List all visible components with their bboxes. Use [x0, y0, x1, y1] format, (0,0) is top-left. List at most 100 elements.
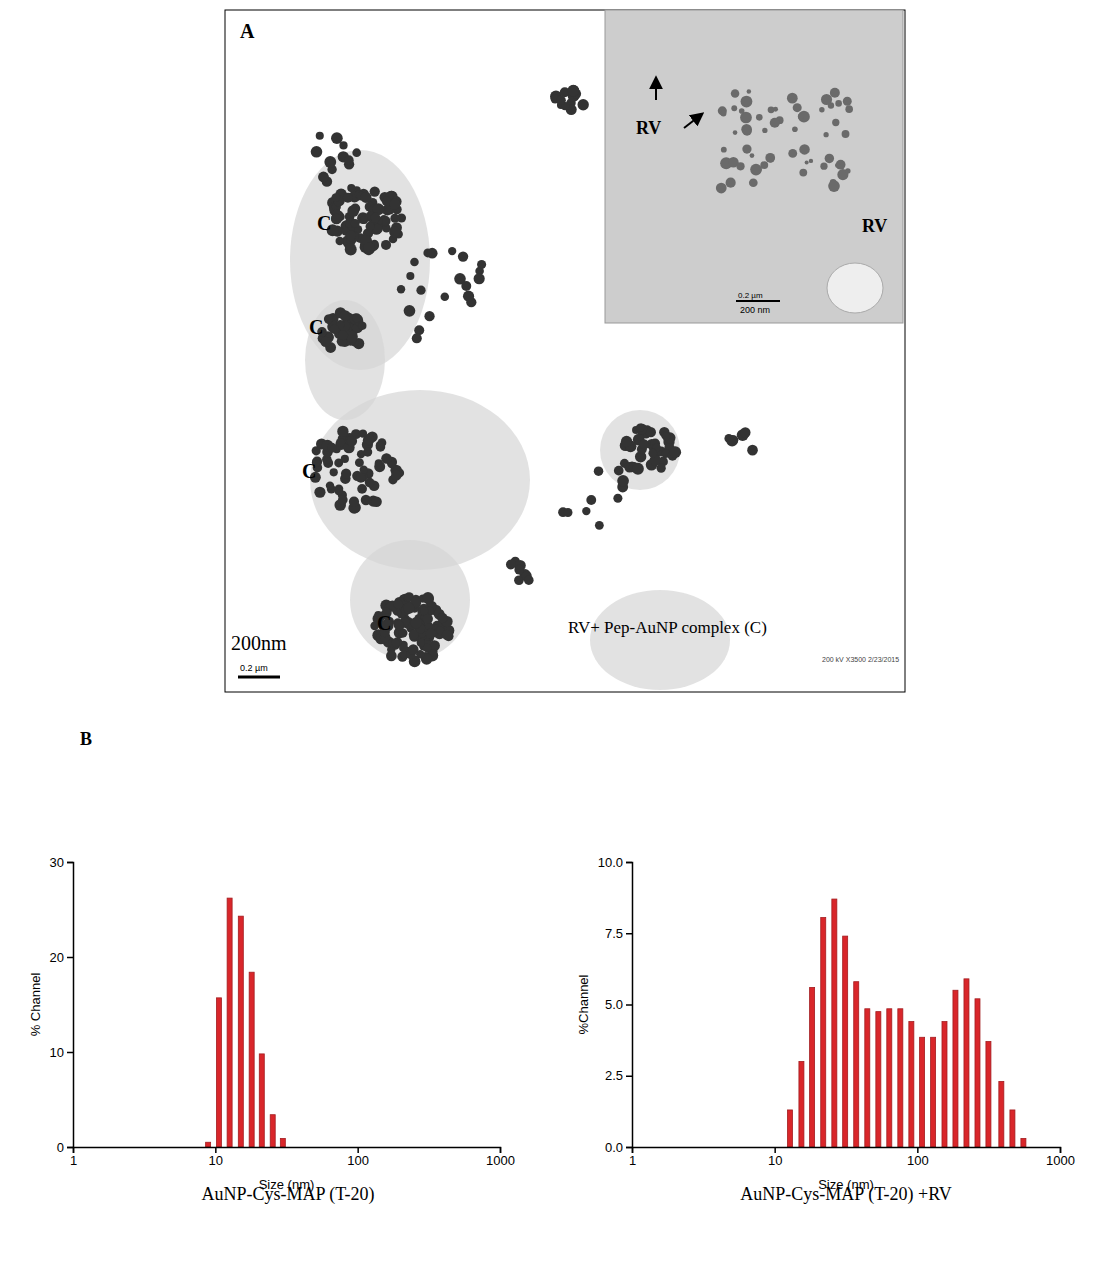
inset-speck — [843, 97, 852, 106]
nanoparticle — [416, 286, 425, 295]
nanoparticle — [423, 614, 433, 624]
tick-label: 10 — [768, 1153, 782, 1168]
tick-mark — [215, 1147, 217, 1153]
inset-speck — [770, 118, 780, 128]
bar — [975, 999, 980, 1147]
nanoparticle — [438, 613, 448, 623]
axis-line — [67, 863, 74, 1148]
nanoparticle — [358, 322, 366, 330]
inset-speck — [742, 126, 752, 136]
tick-label: 1 — [70, 1153, 77, 1168]
nanoparticle — [726, 435, 738, 447]
chart: 11010010000102030Size (nm)% ChannelAuNP-… — [28, 855, 515, 1205]
nanoparticle — [670, 446, 682, 458]
tick: 1000 — [1046, 1147, 1075, 1168]
tick-label: 10 — [209, 1153, 223, 1168]
inset-frame — [605, 10, 903, 323]
tick-label: 100 — [907, 1153, 929, 1168]
micrograph-footer: 200 kV X3500 2/23/2015 — [822, 656, 899, 663]
inset-speck — [842, 130, 850, 138]
inset-speck — [731, 89, 740, 98]
y-axis-title: %Channel — [576, 974, 591, 1034]
nanoparticle — [740, 427, 750, 437]
nanoparticle — [636, 423, 647, 434]
tick-mark — [500, 1147, 502, 1153]
arrow — [655, 78, 657, 100]
nanoparticle — [338, 495, 348, 505]
nanoparticle — [594, 466, 604, 476]
bar — [216, 998, 221, 1147]
nanoparticle — [662, 432, 670, 440]
bar — [810, 987, 815, 1147]
tick-mark — [917, 1147, 919, 1153]
tick-mark — [1060, 1147, 1062, 1153]
chart-title: AuNP-Cys-MAP (T-20) — [201, 1184, 374, 1205]
nanoparticle — [410, 258, 419, 267]
nanoparticle — [386, 651, 397, 662]
inset-speck — [750, 153, 755, 158]
cluster-label: C — [377, 612, 391, 634]
inset: RVRV0.2 µm200 nm — [605, 10, 903, 323]
inset-speck — [821, 165, 825, 169]
tick-mark — [626, 1147, 632, 1149]
tick-label: 100 — [347, 1153, 369, 1168]
nanoparticle — [371, 496, 382, 507]
caption: RV+ Pep-AuNP complex (C) — [568, 618, 767, 637]
tick-label: 7.5 — [605, 926, 623, 941]
tick: 1 — [629, 1147, 636, 1168]
bar — [909, 1022, 914, 1147]
nanoparticle — [336, 237, 344, 245]
inset-speck — [760, 161, 768, 169]
tick-label: 30 — [50, 855, 64, 870]
nanoparticle — [318, 172, 329, 183]
tick: 100 — [347, 1147, 369, 1168]
nanoparticle — [394, 620, 404, 630]
nanoparticle — [524, 575, 534, 585]
inset-speck — [845, 105, 853, 113]
nanoparticle — [563, 508, 572, 517]
scale-bar-label: 0.2 µm — [240, 663, 268, 673]
bar — [843, 936, 848, 1147]
nanoparticle — [441, 293, 450, 302]
nanoparticle — [327, 443, 337, 453]
inset-speck — [721, 147, 727, 153]
nanoparticle — [337, 426, 348, 437]
tick-label: 20 — [50, 950, 64, 965]
nanoparticle — [639, 439, 649, 449]
nanoparticle — [514, 565, 524, 575]
nanoparticle — [417, 639, 425, 647]
nanoparticle — [632, 463, 644, 475]
nanoparticle — [556, 96, 566, 106]
nanoparticle — [661, 431, 670, 440]
nanoparticle — [461, 281, 471, 291]
nanoparticle — [334, 487, 343, 496]
inset-speck — [747, 89, 752, 94]
nanoparticle — [343, 193, 353, 203]
tick-mark — [67, 957, 73, 959]
inset-speck — [809, 159, 813, 163]
inset-speck — [805, 160, 809, 164]
panel-a: RVRV0.2 µm200 nmACCCCRV+ Pep-AuNP comple… — [225, 10, 905, 692]
tick-mark — [626, 1004, 632, 1006]
inset-speck — [726, 178, 736, 188]
nanoparticle — [657, 464, 666, 473]
tick: 0.0 — [605, 1140, 632, 1155]
nanoparticle — [582, 507, 590, 515]
tick-label: 1000 — [486, 1153, 515, 1168]
nanoparticle — [341, 468, 351, 478]
nanoparticle — [408, 644, 418, 654]
nanoparticle — [357, 484, 367, 494]
nanoparticle — [352, 148, 361, 157]
nanoparticle — [340, 310, 351, 321]
bar — [259, 1054, 264, 1147]
bar — [280, 1138, 285, 1147]
scale-bar-label: 200 nm — [740, 305, 770, 315]
bar — [227, 898, 232, 1147]
axis-line — [74, 1148, 501, 1154]
nanoparticle — [578, 99, 589, 110]
inset-speck — [720, 110, 726, 116]
bar — [887, 1009, 892, 1147]
inset-speck — [762, 128, 767, 133]
bar — [931, 1037, 936, 1147]
nanoparticle — [426, 629, 436, 639]
